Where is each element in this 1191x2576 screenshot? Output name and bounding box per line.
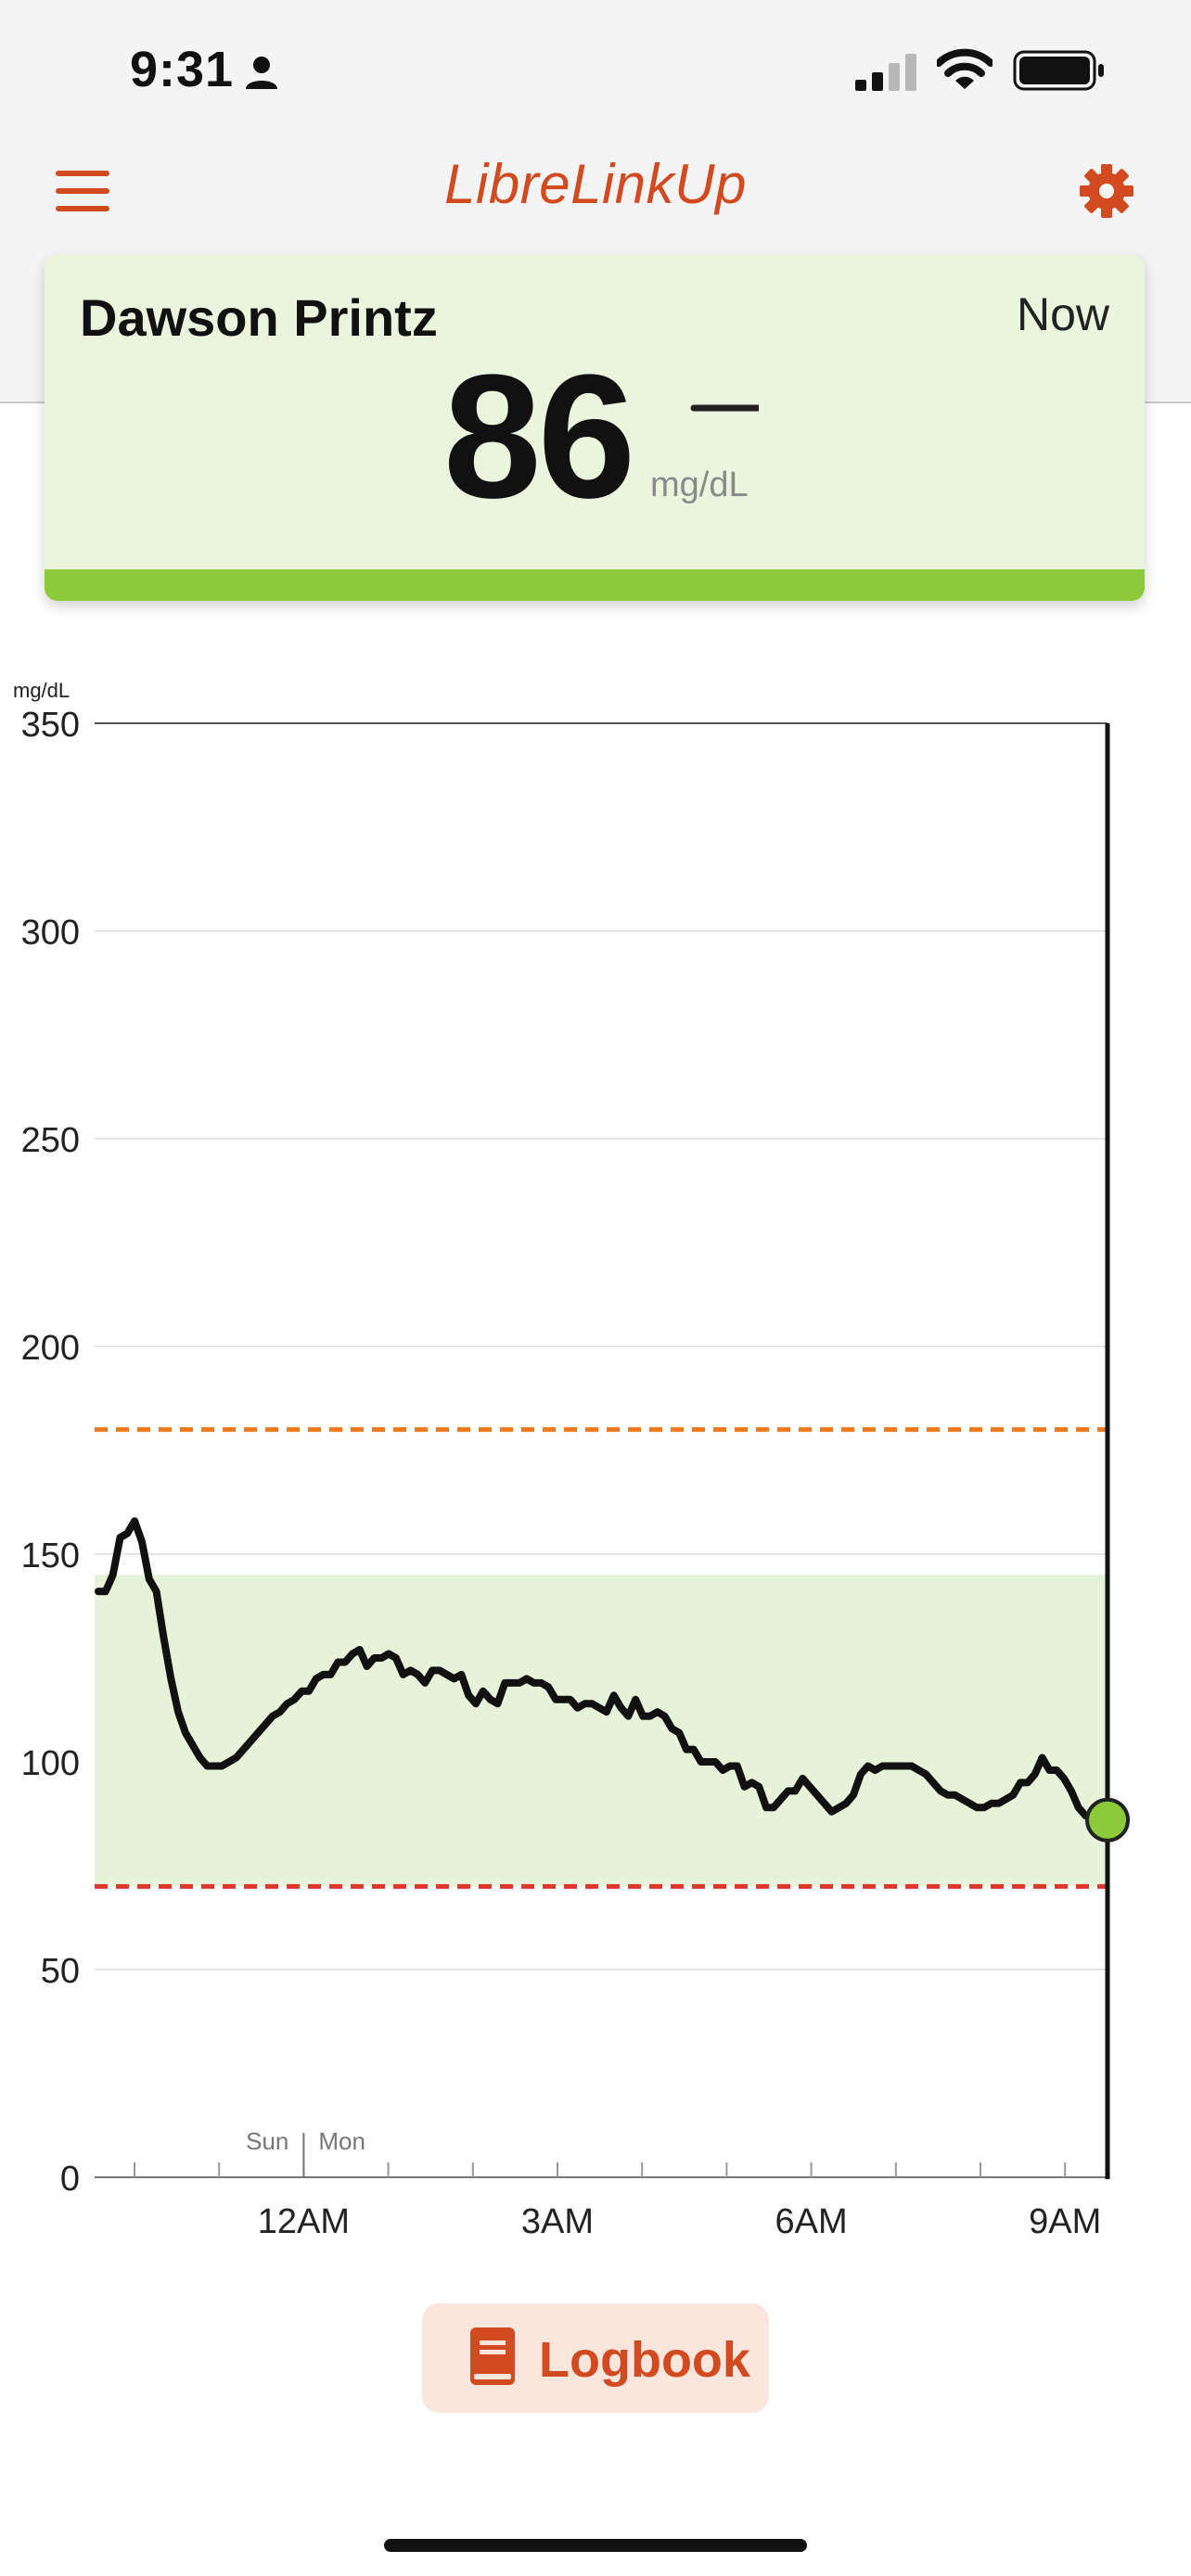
x-tick-label: 3AM: [521, 2202, 594, 2241]
y-tick-label: 250: [21, 1121, 80, 1160]
glucose-value: 86: [443, 338, 635, 535]
glucose-graph[interactable]: mg/dL 350 300 250 200 150 100 50 0 Sun Mon 12AM 3A…: [0, 668, 1191, 2244]
day-label: Sun: [246, 2127, 288, 2155]
y-tick-label: 50: [41, 1952, 80, 1991]
trend-arrow-right-icon: [690, 404, 759, 412]
y-tick-label: 350: [21, 706, 80, 745]
wifi-icon: [937, 48, 992, 89]
battery-icon: [1013, 50, 1104, 91]
reading-time: Now: [1016, 288, 1109, 340]
current-reading-point: [1085, 1797, 1130, 1843]
y-tick-label: 200: [21, 1329, 80, 1368]
y-axis-unit: mg/dL: [13, 679, 70, 702]
cellular-signal-icon: [855, 54, 916, 91]
x-tick-label: 12AM: [258, 2202, 350, 2241]
y-tick-label: 0: [60, 2160, 80, 2199]
x-tick-label: 9AM: [1029, 2202, 1101, 2241]
status-time: 9:31: [130, 42, 235, 97]
home-indicator: [384, 2539, 807, 2552]
logbook-book-icon: [470, 2327, 515, 2385]
x-tick-label: 6AM: [775, 2202, 848, 2241]
glucose-reading-card[interactable]: Dawson Printz Now 86 mg/dL: [45, 254, 1145, 601]
logbook-button[interactable]: Logbook: [422, 2303, 769, 2413]
in-range-status-bar: [45, 569, 1145, 601]
y-tick-label: 150: [21, 1537, 80, 1575]
day-label: Mon: [318, 2127, 365, 2155]
hamburger-menu-icon[interactable]: [56, 171, 111, 211]
app-title: LibreLinkUp: [444, 153, 747, 215]
y-tick-label: 300: [21, 913, 80, 952]
y-tick-label: 100: [21, 1744, 80, 1783]
person-icon: [246, 57, 277, 89]
settings-gear-icon[interactable]: [1079, 163, 1134, 219]
glucose-unit: mg/dL: [650, 465, 749, 504]
glucose-line: [95, 1517, 1111, 1824]
target-range-band: [95, 1575, 1108, 1887]
logbook-label: Logbook: [539, 2332, 750, 2388]
patient-name: Dawson Printz: [80, 288, 438, 347]
